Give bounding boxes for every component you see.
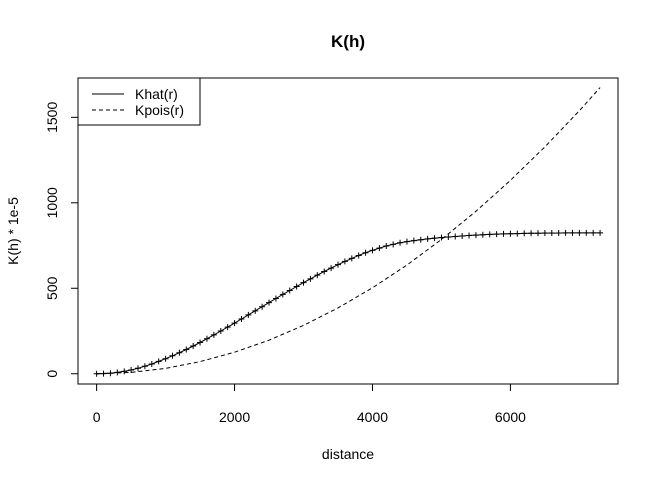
data-point-marker: [445, 233, 452, 240]
data-point-marker: [576, 229, 583, 236]
data-point-marker: [203, 335, 210, 342]
data-point-marker: [217, 328, 224, 335]
data-point-marker: [169, 352, 176, 359]
x-tick-label: 4000: [357, 409, 388, 425]
data-point-marker: [452, 233, 459, 240]
data-point-marker: [376, 245, 383, 252]
y-tick-label: 1500: [44, 102, 60, 133]
data-point-marker: [190, 343, 197, 350]
data-point-marker: [521, 230, 528, 237]
data-point-marker: [307, 275, 314, 282]
x-tick-label: 2000: [219, 409, 250, 425]
data-point-marker: [162, 355, 169, 362]
data-point-marker: [348, 255, 355, 262]
data-point-marker: [279, 291, 286, 298]
data-point-marker: [176, 349, 183, 356]
data-point-marker: [224, 324, 231, 331]
data-point-marker: [231, 320, 238, 327]
data-point-marker: [417, 236, 424, 243]
data-point-marker: [362, 249, 369, 256]
data-point-marker: [479, 231, 486, 238]
x-axis: 0 2000 4000 6000: [93, 383, 526, 425]
data-point-marker: [397, 239, 404, 246]
data-point-marker: [383, 243, 390, 250]
data-point-marker: [341, 258, 348, 265]
data-point-marker: [590, 229, 597, 236]
data-point-marker: [314, 272, 321, 279]
data-point-marker: [286, 287, 293, 294]
data-point-marker: [148, 360, 155, 367]
data-point-marker: [528, 230, 535, 237]
data-point-marker: [135, 365, 141, 372]
data-point-marker: [155, 358, 162, 365]
data-point-marker: [390, 241, 397, 248]
data-point-marker: [141, 363, 148, 370]
data-point-marker: [369, 247, 376, 254]
y-axis: 0 500 1000 1500: [44, 102, 79, 378]
data-point-marker: [403, 238, 410, 245]
y-axis-label: K(h) * 1e-5: [5, 197, 21, 265]
data-point-marker: [210, 331, 217, 338]
data-point-marker: [293, 283, 300, 290]
data-point-marker: [335, 261, 341, 268]
data-point-marker: [431, 235, 438, 242]
data-point-marker: [583, 229, 590, 236]
data-point-marker: [272, 295, 279, 302]
x-axis-label: distance: [322, 446, 374, 462]
chart-title: K(h): [331, 32, 365, 51]
data-point-marker: [500, 230, 507, 237]
y-tick-label: 1000: [44, 187, 60, 218]
data-point-marker: [548, 230, 555, 237]
data-point-marker: [541, 230, 548, 237]
data-point-marker: [493, 231, 500, 238]
x-tick-label: 0: [93, 409, 101, 425]
legend-box: [77, 77, 201, 126]
x-tick-label: 6000: [495, 409, 526, 425]
data-point-marker: [597, 229, 604, 236]
y-tick-label: 0: [44, 370, 60, 378]
data-point-marker: [197, 339, 204, 346]
y-tick-label: 500: [44, 276, 60, 300]
legend-label-khat: Khat(r): [135, 86, 178, 102]
data-point-marker: [266, 299, 273, 306]
data-point-marker: [466, 232, 473, 239]
data-point-marker: [535, 230, 541, 237]
data-point-marker: [410, 237, 417, 244]
data-point-marker: [128, 366, 135, 373]
legend-label-kpois: Kpois(r): [135, 102, 184, 118]
data-point-marker: [121, 368, 128, 375]
data-point-marker: [555, 230, 562, 237]
data-point-marker: [245, 311, 252, 318]
data-point-marker: [238, 316, 245, 323]
data-point-marker: [183, 346, 190, 353]
data-point-marker: [424, 235, 431, 242]
data-point-marker: [300, 279, 307, 286]
data-point-marker: [514, 230, 521, 237]
series-line-kpois: [96, 87, 601, 375]
plot-area: [93, 87, 604, 377]
data-point-marker: [507, 230, 514, 237]
data-point-marker: [569, 229, 576, 236]
data-point-marker: [328, 265, 335, 272]
data-point-marker: [459, 232, 466, 239]
data-point-marker: [562, 229, 569, 236]
series-line-khat: [96, 232, 601, 375]
legend: Khat(r) Kpois(r): [77, 77, 201, 126]
data-point-marker: [321, 268, 328, 275]
data-point-marker: [259, 303, 266, 310]
data-point-marker: [472, 232, 479, 239]
data-point-marker: [355, 252, 362, 259]
data-point-marker: [252, 307, 259, 314]
data-point-marker: [486, 231, 493, 238]
